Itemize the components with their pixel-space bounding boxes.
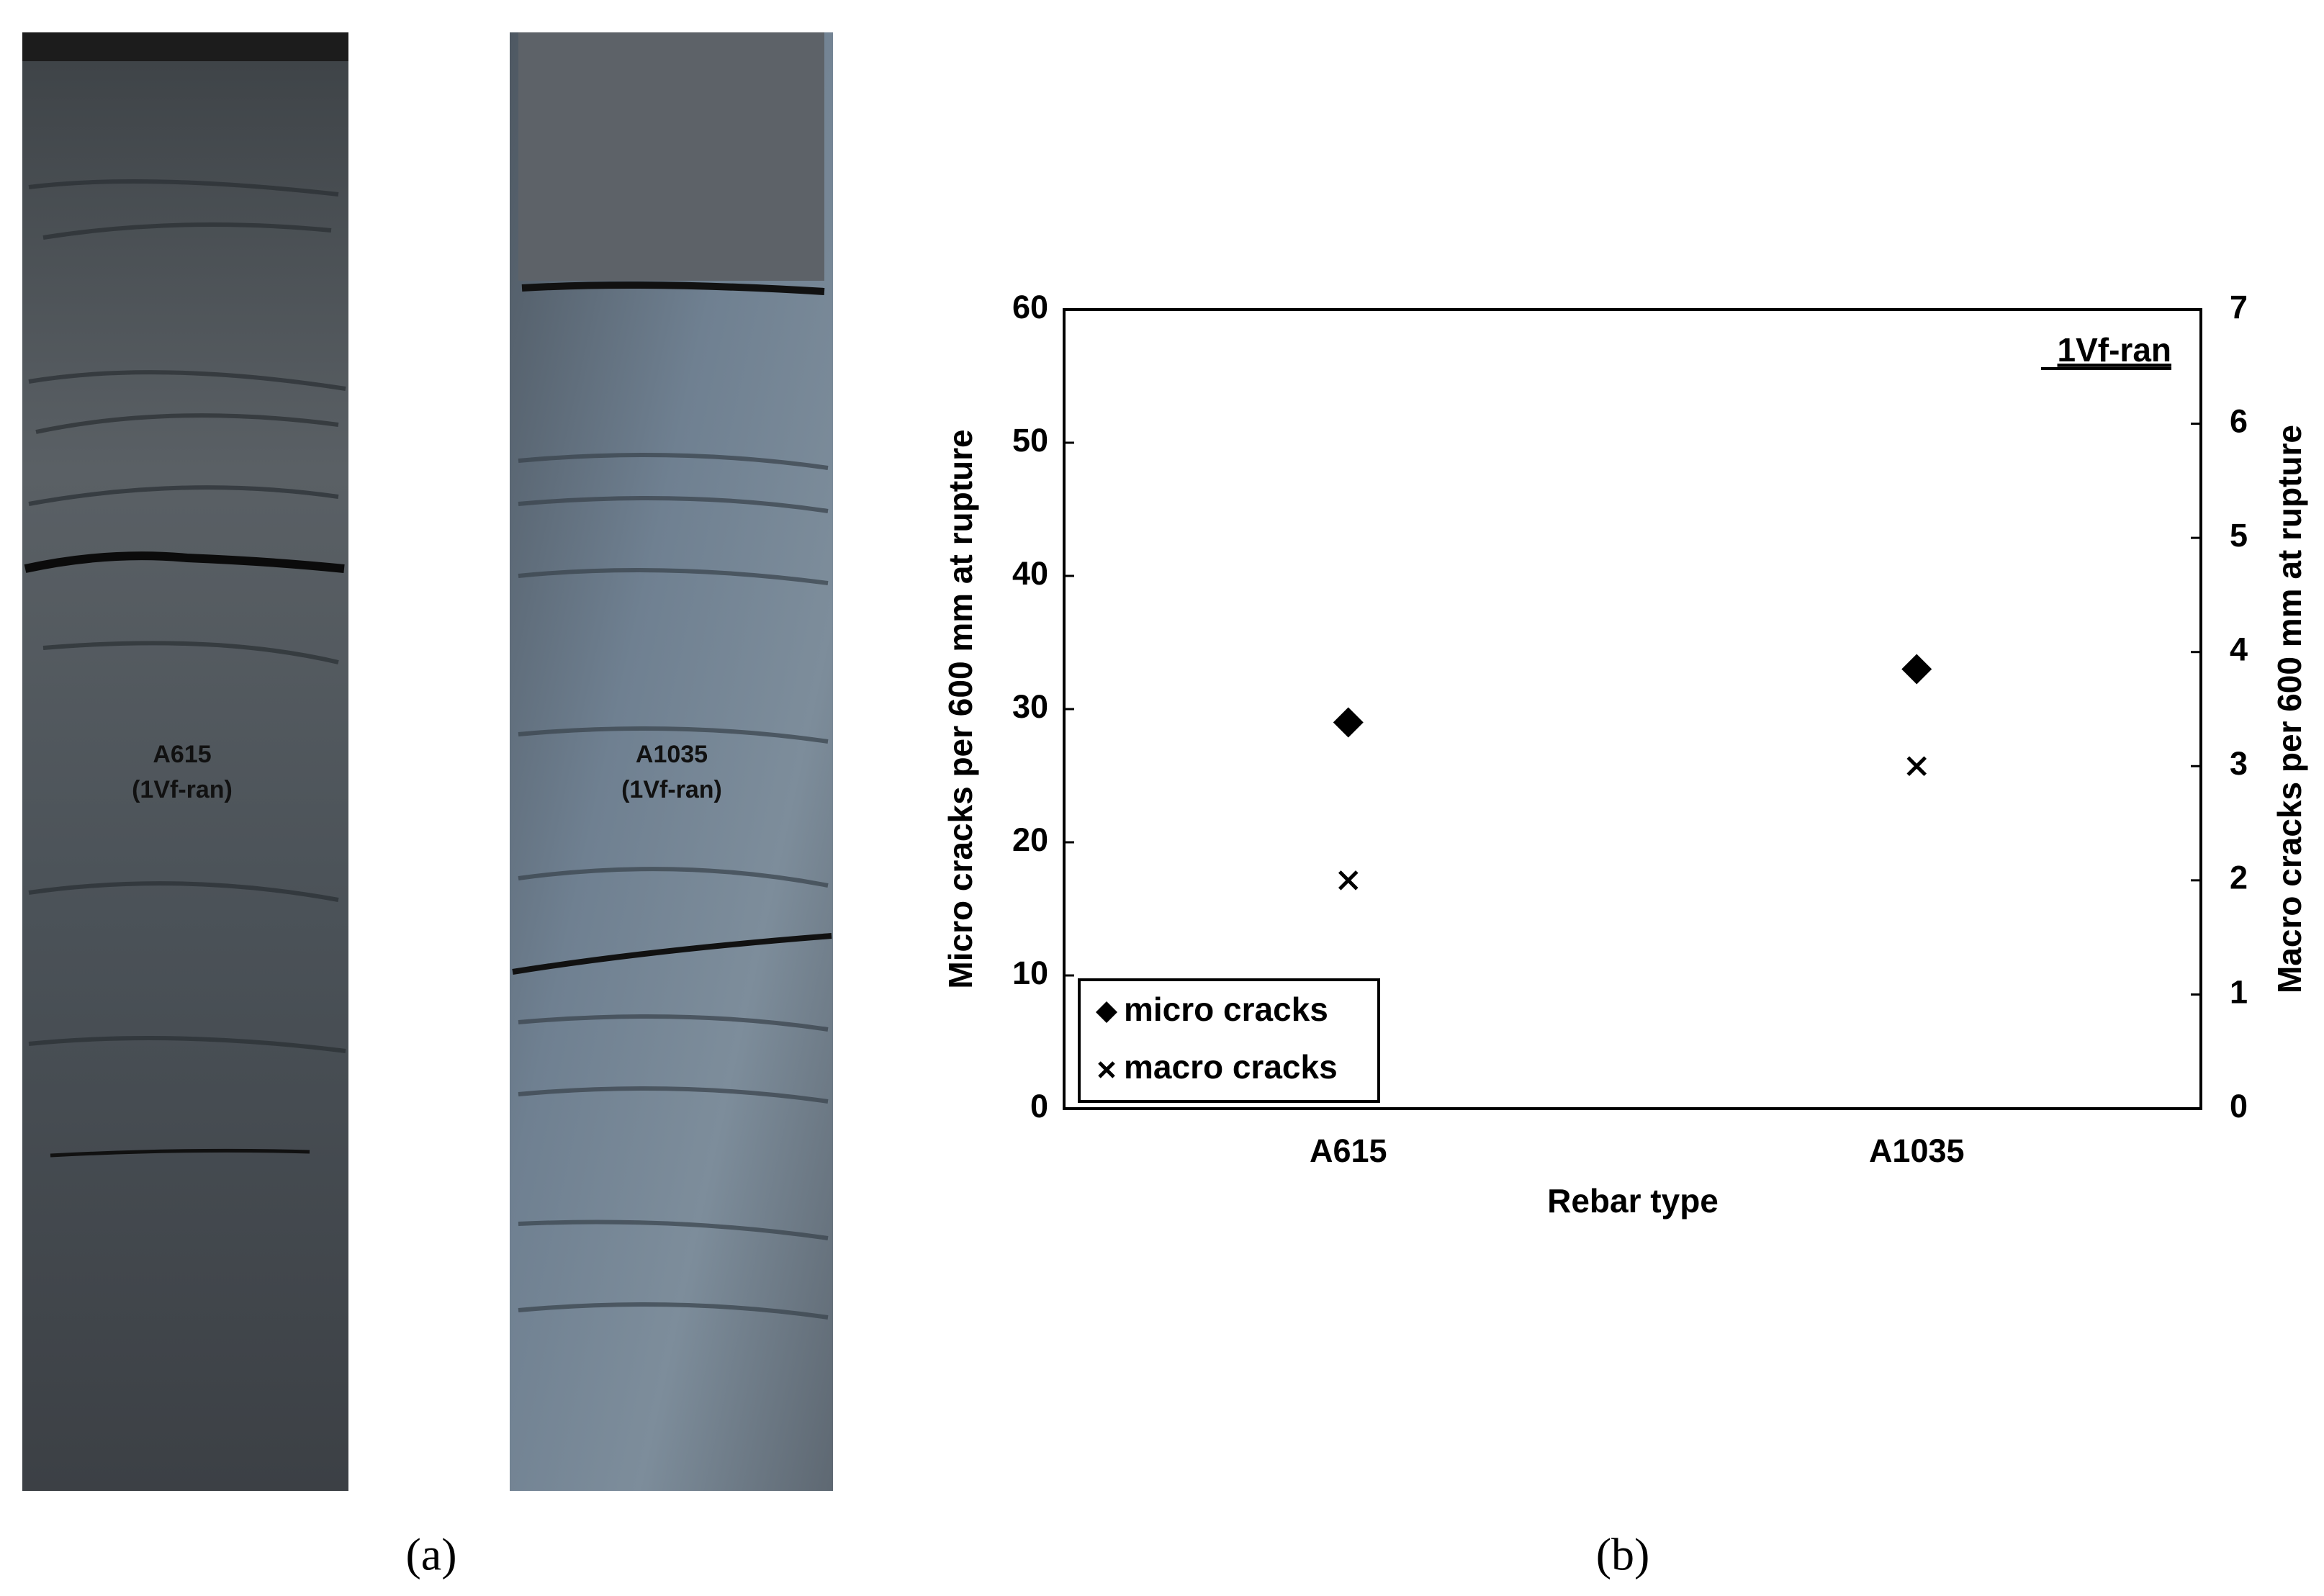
y2-tick-label: 1 — [2230, 973, 2248, 1010]
y2-tick-label: 5 — [2230, 517, 2248, 554]
y2-tick-label: 3 — [2230, 745, 2248, 782]
y-tick-label: 30 — [1012, 688, 1048, 725]
point — [1333, 707, 1364, 738]
legend-marker — [1098, 1061, 1115, 1078]
x-tick-label: A1035 — [1869, 1132, 1965, 1169]
y-axis-label: Micro cracks per 600 mm at rupture — [942, 429, 979, 988]
x-tick-label: A615 — [1310, 1132, 1387, 1169]
panel-label: (b) — [1596, 1529, 1650, 1580]
point — [1901, 654, 1932, 685]
legend-box — [1078, 978, 1380, 1103]
photo-a1035 — [510, 32, 833, 1491]
annotation: 1Vf-ran — [2058, 331, 2171, 369]
point — [1906, 756, 1927, 777]
specimen-subtitle: (1Vf-ran) — [621, 776, 722, 803]
y-tick-label: 20 — [1012, 821, 1048, 858]
y2-tick-label: 0 — [2230, 1088, 2248, 1124]
y-tick-label: 0 — [1030, 1088, 1048, 1124]
legend-marker — [1096, 1001, 1117, 1023]
specimen-subtitle: (1Vf-ran) — [132, 776, 233, 803]
y2-tick-label: 6 — [2230, 402, 2248, 439]
y-tick-label: 10 — [1012, 955, 1048, 991]
y2-tick-label: 2 — [2230, 860, 2248, 896]
specimen-name: A1035 — [636, 741, 708, 768]
y-tick-label: 60 — [1012, 289, 1048, 325]
x-axis-label: Rebar type — [1547, 1182, 1719, 1219]
y2-tick-label: 7 — [2230, 289, 2248, 325]
point — [1338, 870, 1359, 891]
legend-label: micro cracks — [1124, 991, 1328, 1028]
y-tick-label: 40 — [1012, 555, 1048, 592]
photo-a615 — [22, 32, 348, 1491]
panel-label: (a) — [405, 1529, 456, 1580]
y2-tick-label: 4 — [2230, 631, 2248, 668]
legend-label: macro cracks — [1124, 1048, 1338, 1086]
y2-axis-label: Macro cracks per 600 mm at rupture — [2271, 425, 2308, 993]
specimen-name: A615 — [153, 741, 211, 768]
y-tick-label: 50 — [1012, 422, 1048, 459]
